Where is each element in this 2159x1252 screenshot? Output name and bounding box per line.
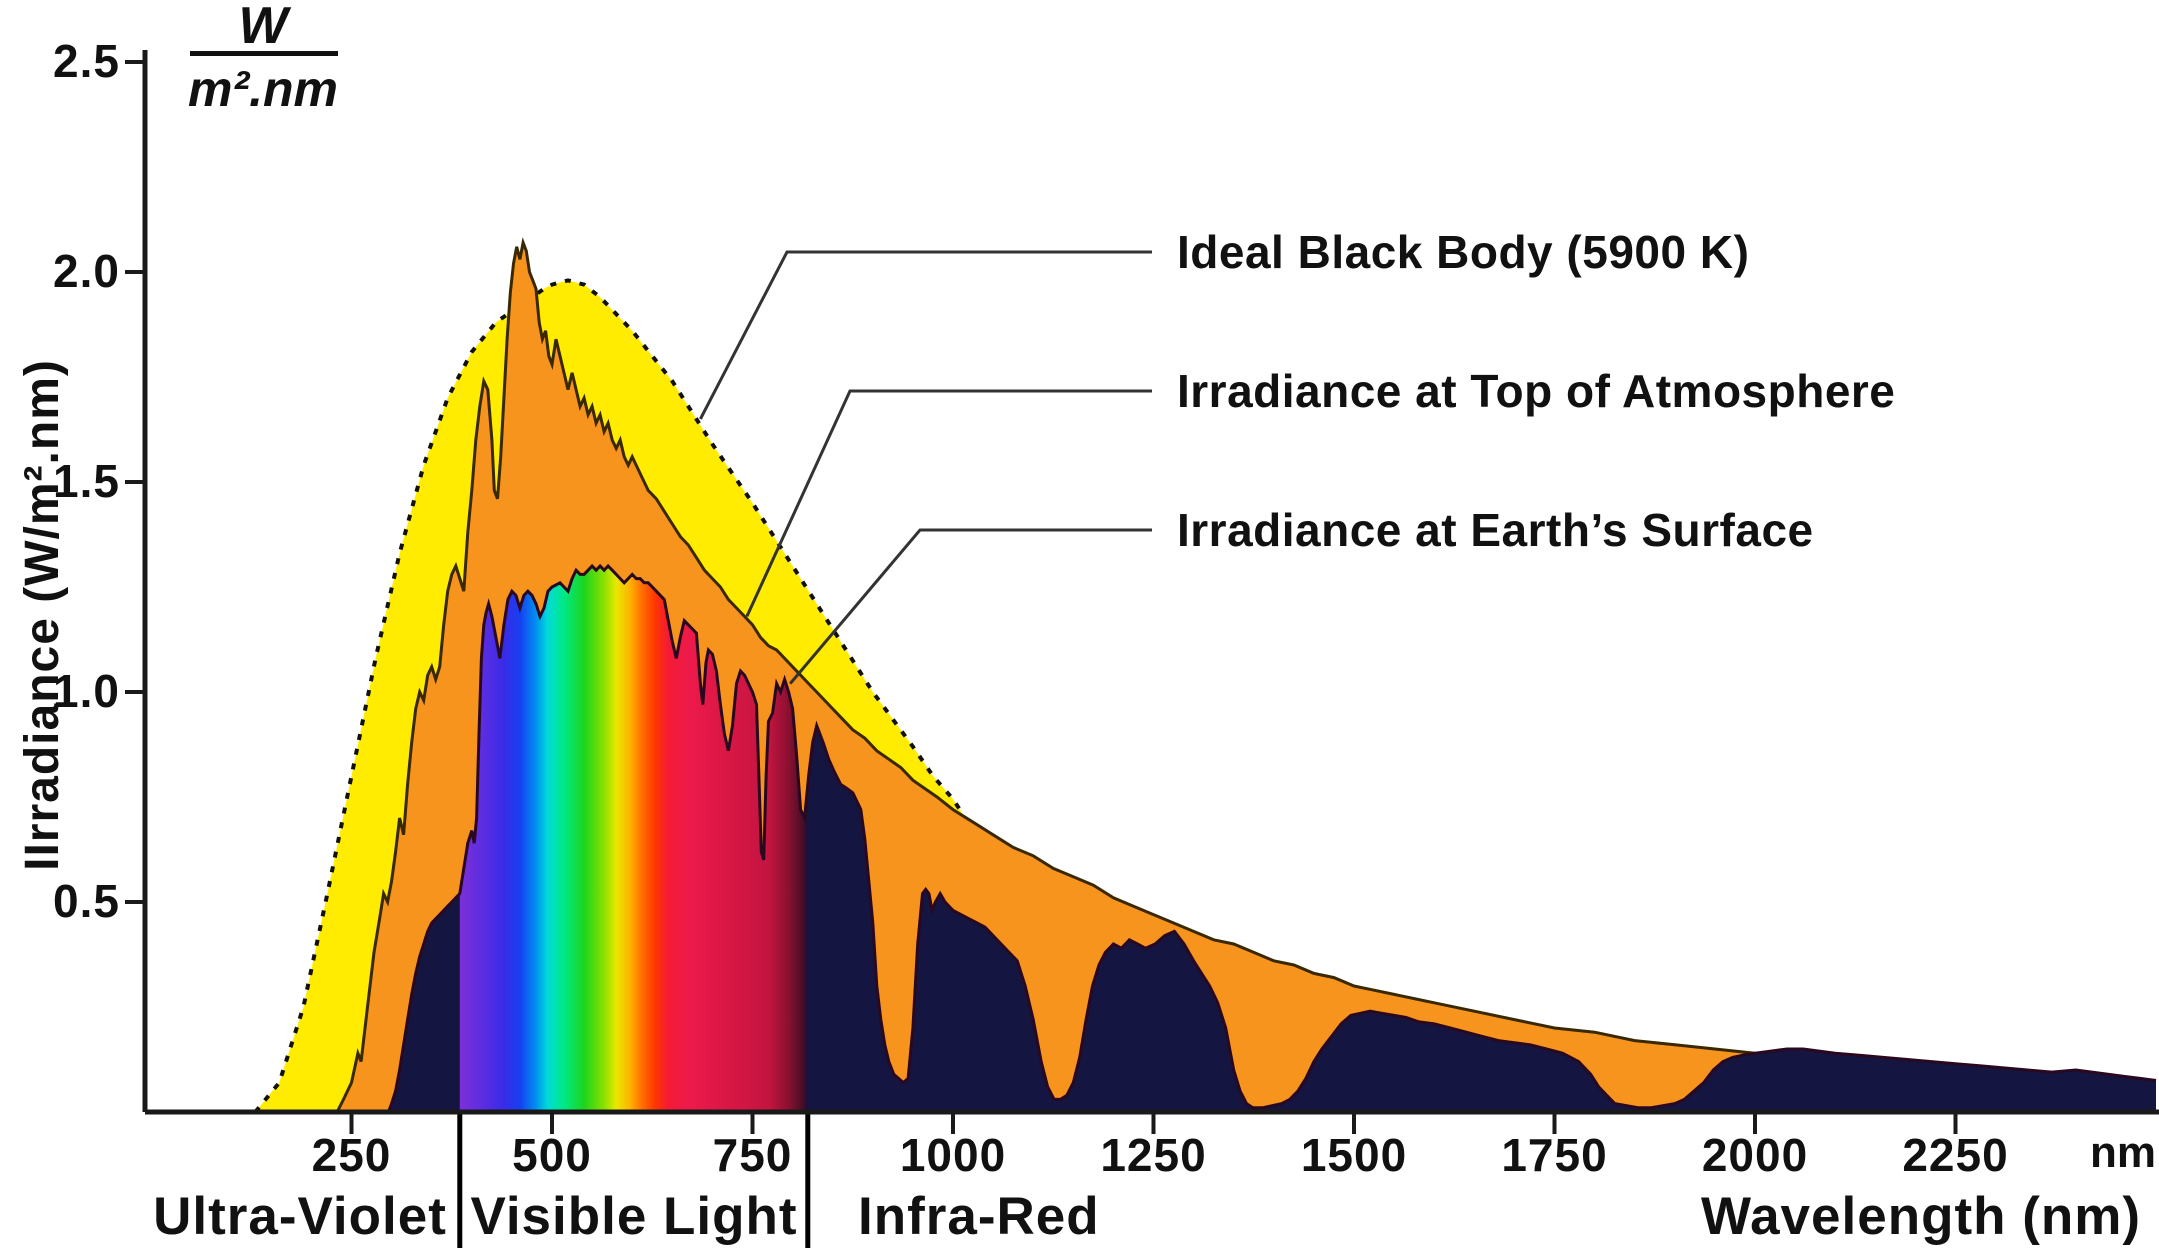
earth-surface-curve [386, 563, 2157, 1113]
x-tick-label-1500: 1500 [1300, 1129, 1408, 1181]
x-tick-label-1750: 1750 [1501, 1129, 1608, 1181]
y-tick-label-1.0: 1.0 [53, 665, 120, 717]
y-tick-label-0.5: 0.5 [53, 875, 120, 927]
earth-surface-area [388, 566, 2156, 1112]
region-label-ultraviolet: Ultra-Violet [153, 1187, 447, 1246]
visible-spectrum-band [459, 566, 808, 1112]
x-tick-label-2250: 2250 [1902, 1129, 2009, 1181]
x-tick-label-2000: 2000 [1701, 1129, 1809, 1181]
x-tick-label-1250: 1250 [1100, 1129, 1207, 1181]
annotation-top-of-atmosphere: Irradiance at Top of Atmosphere [1177, 365, 1896, 417]
unit-fraction-denominator: m².nm [188, 61, 338, 117]
atmosphere-curve [335, 237, 2157, 1113]
black-body-dashed-curve [253, 278, 965, 1114]
y-tick-label-1.5: 1.5 [53, 455, 120, 507]
annotation-earth-surface: Irradiance at Earth’s Surface [1177, 504, 1814, 556]
x-tick-label-750: 750 [712, 1129, 793, 1181]
leader-line-2 [789, 528, 1152, 685]
unit-fraction-numerator: W [238, 0, 288, 55]
leader-line-1 [745, 389, 1152, 618]
x-axis-unit-label: nm [2090, 1128, 2156, 1177]
annotation-ideal-black-body: Ideal Black Body (5900 K) [1177, 226, 1750, 278]
unit-fraction-bar [190, 51, 338, 56]
y-tick-label-2.5: 2.5 [53, 35, 120, 87]
region-label-visible-light: Visible Light [470, 1187, 798, 1246]
region-label-infrared: Infra-Red [858, 1187, 1100, 1246]
y-tick-label-2.0: 2.0 [53, 245, 120, 297]
x-tick-label-1000: 1000 [899, 1129, 1007, 1181]
y-axis-title: IIrradiance (W/m².nm) [16, 359, 69, 871]
x-axis-title: Wavelength (nm) [1701, 1187, 2141, 1246]
leader-line-0 [699, 250, 1152, 420]
x-tick-label-250: 250 [311, 1129, 392, 1181]
x-tick-label-500: 500 [512, 1129, 592, 1181]
